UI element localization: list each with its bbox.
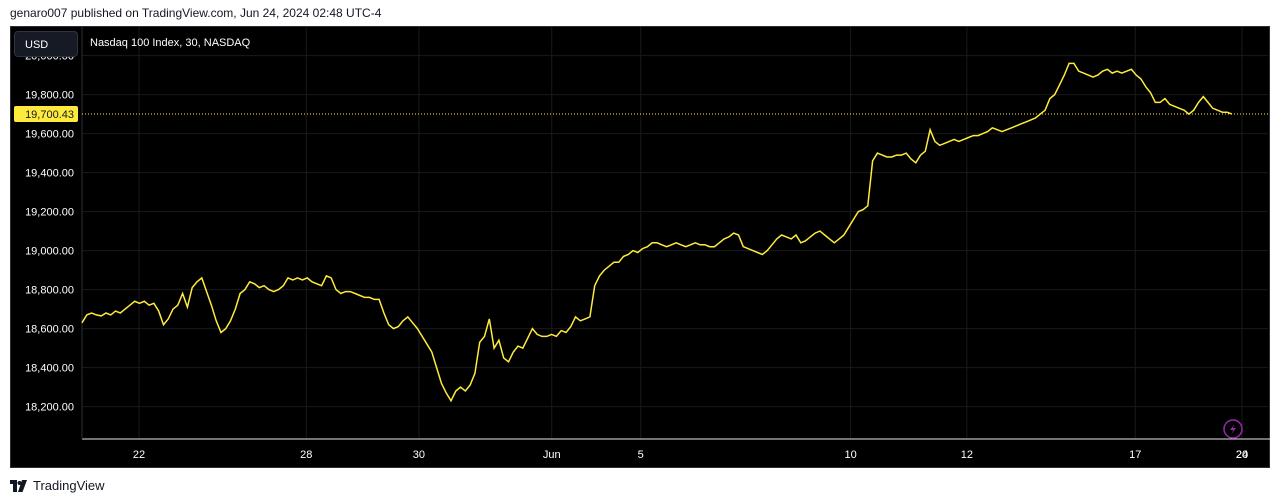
currency-button[interactable]: USD [14,31,78,57]
symbol-title: Nasdaq 100 Index, 30, NASDAQ [90,37,251,49]
published-info: genaro007 published on TradingView.com, … [10,6,382,20]
chart-frame [10,26,1270,468]
tradingview-brand: TradingView [10,478,105,493]
tradingview-logo-icon [10,479,27,492]
brand-label: TradingView [33,478,105,493]
